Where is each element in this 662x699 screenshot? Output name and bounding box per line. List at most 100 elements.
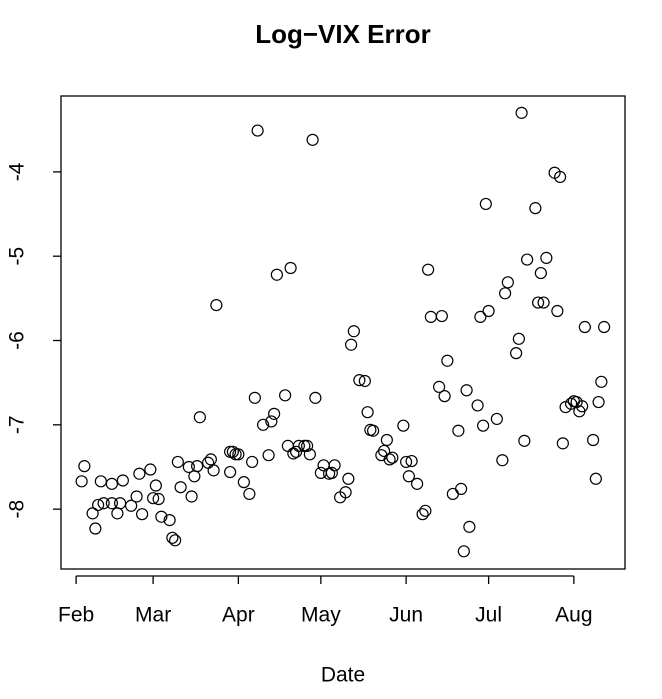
point — [155, 510, 168, 523]
point — [479, 197, 492, 211]
point — [405, 454, 418, 468]
point — [347, 325, 360, 338]
point — [419, 504, 432, 517]
x-axis-label: Date — [321, 664, 365, 687]
point — [532, 296, 545, 309]
point — [284, 261, 297, 275]
point — [149, 479, 162, 492]
point — [136, 508, 149, 521]
point — [529, 202, 542, 215]
x-tick-label: Mar — [135, 604, 171, 627]
point — [515, 106, 528, 119]
point — [342, 472, 355, 485]
point — [358, 374, 371, 388]
point — [78, 460, 91, 473]
point — [496, 454, 509, 467]
point — [339, 486, 352, 499]
point — [265, 415, 278, 428]
point — [433, 380, 446, 393]
point — [397, 419, 410, 432]
point — [556, 437, 569, 450]
x-tick-label: May — [301, 604, 341, 627]
point — [298, 439, 311, 453]
point — [518, 434, 531, 447]
point — [380, 433, 393, 447]
point — [598, 320, 611, 334]
point — [477, 419, 490, 432]
point — [105, 477, 118, 490]
point — [446, 487, 459, 501]
point — [328, 459, 341, 472]
point — [367, 424, 380, 437]
point — [306, 133, 319, 146]
point — [482, 304, 495, 318]
y-tick-label: -8 — [6, 500, 29, 519]
point — [422, 263, 435, 276]
point — [152, 492, 165, 506]
point — [163, 513, 176, 527]
point — [232, 448, 245, 461]
point — [94, 475, 107, 488]
point — [251, 124, 264, 137]
point — [207, 464, 220, 477]
point — [75, 475, 88, 488]
point — [345, 338, 358, 351]
point — [224, 465, 237, 479]
point — [243, 487, 256, 501]
point — [435, 309, 448, 323]
point — [303, 448, 316, 461]
point — [105, 497, 118, 510]
point — [474, 310, 487, 324]
y-tick-label: -6 — [6, 331, 29, 350]
point — [534, 266, 547, 280]
point — [202, 456, 215, 469]
point — [521, 253, 534, 266]
point — [578, 320, 591, 334]
point — [592, 395, 605, 409]
point — [226, 445, 239, 458]
point — [290, 445, 303, 458]
point — [130, 490, 143, 503]
point — [89, 522, 102, 535]
point — [292, 439, 305, 453]
point — [471, 399, 484, 412]
chart-title: Log−VIX Error — [255, 19, 431, 49]
point — [147, 492, 160, 505]
point — [325, 466, 338, 479]
point — [281, 439, 294, 453]
point — [144, 463, 157, 476]
plot-box — [60, 95, 626, 570]
point — [125, 499, 138, 512]
point — [204, 453, 217, 466]
point — [457, 545, 470, 558]
point — [268, 407, 281, 420]
x-tick-label: Jun — [389, 604, 423, 627]
point — [551, 304, 564, 318]
point — [463, 520, 476, 533]
point — [441, 354, 454, 367]
point — [246, 455, 259, 469]
point — [133, 467, 146, 480]
point — [188, 470, 201, 483]
point — [224, 445, 237, 458]
point — [499, 287, 512, 300]
point — [257, 418, 270, 431]
point — [92, 498, 105, 512]
x-tick-label: Apr — [222, 604, 255, 627]
point — [171, 455, 184, 469]
y-tick-label: -4 — [6, 162, 29, 181]
point — [378, 444, 391, 458]
y-tick-label: -5 — [6, 247, 29, 266]
point — [114, 497, 127, 510]
point — [554, 170, 567, 184]
point — [191, 460, 204, 473]
point — [402, 470, 415, 483]
y-tick-label: -7 — [6, 415, 29, 434]
point — [438, 390, 451, 403]
point — [540, 251, 553, 264]
point — [589, 472, 602, 485]
point — [210, 298, 223, 312]
point — [248, 391, 261, 404]
point — [185, 490, 198, 503]
point — [229, 448, 242, 461]
